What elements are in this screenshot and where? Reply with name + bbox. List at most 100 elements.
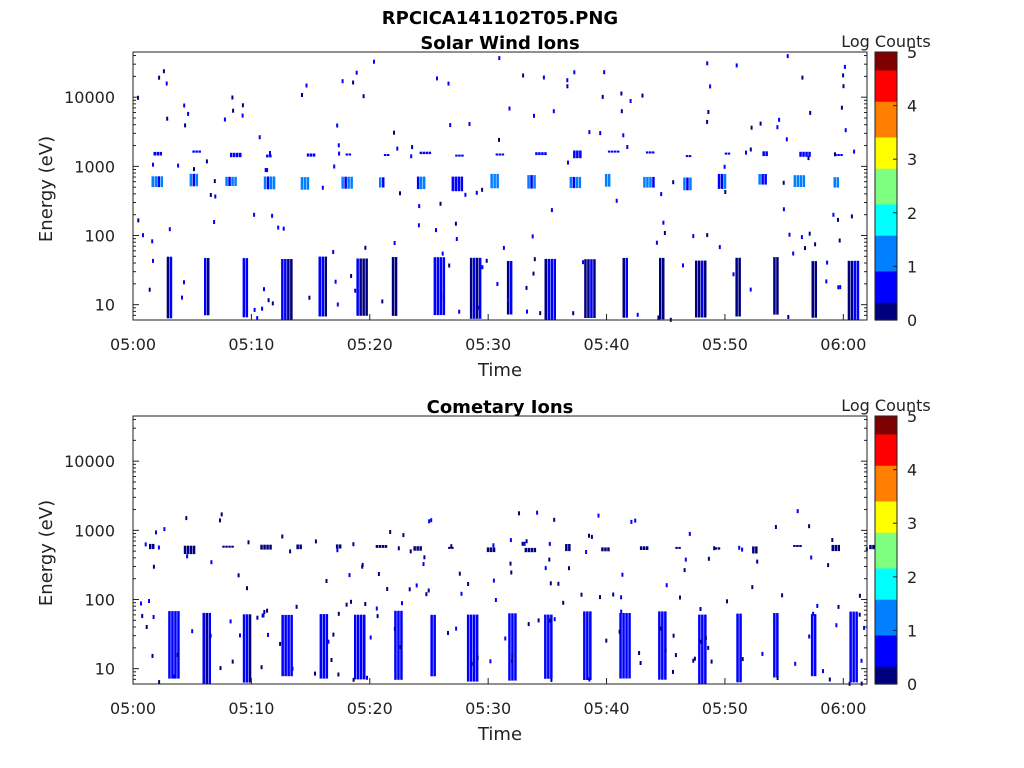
band-pixel: [762, 151, 765, 157]
colorbar-step: [875, 630, 897, 636]
x-tick-label: 05:00: [110, 699, 156, 718]
noise-pixel: [155, 530, 157, 535]
colorbar-step: [875, 416, 897, 422]
band-pixel: [855, 611, 858, 683]
noise-pixel: [860, 658, 863, 663]
band-pixel: [550, 614, 553, 679]
band-pixel: [509, 261, 513, 315]
band-pixel: [544, 258, 547, 320]
band-pixel: [225, 545, 228, 548]
band-pixel: [245, 258, 249, 318]
band-pixel: [269, 544, 272, 550]
band-pixel: [171, 611, 174, 679]
colorbar-step: [875, 141, 897, 147]
band-pixel: [850, 260, 854, 320]
noise-pixel: [267, 298, 270, 303]
colorbar-step: [875, 302, 897, 308]
noise-pixel: [152, 615, 155, 619]
x-tick-label: 05:10: [228, 699, 274, 718]
noise-pixel: [187, 111, 190, 116]
noise-pixel: [481, 265, 484, 270]
noise-pixel: [582, 260, 584, 265]
band-pixel: [698, 260, 701, 318]
band-pixel: [321, 256, 324, 317]
band-pixel: [269, 176, 273, 190]
colorbar-step: [875, 532, 897, 538]
band-pixel: [625, 257, 628, 318]
band-pixel: [793, 175, 797, 187]
colorbar-step: [875, 487, 897, 493]
band-pixel: [469, 257, 473, 319]
noise-pixel: [630, 519, 633, 524]
noise-pixel: [547, 290, 550, 295]
band-pixel: [430, 614, 433, 677]
noise-pixel: [844, 128, 847, 133]
noise-pixel: [427, 588, 430, 593]
noise-pixel: [355, 70, 358, 75]
band-pixel: [157, 176, 160, 188]
noise-pixel: [219, 518, 221, 523]
band-pixel: [153, 151, 156, 156]
noise-pixel: [751, 585, 754, 590]
panel-title: Solar Wind Ions: [420, 33, 579, 54]
noise-pixel: [626, 145, 629, 149]
plot-frame: [132, 51, 868, 321]
noise-pixel: [352, 80, 355, 85]
band-pixel: [836, 177, 839, 188]
noise-pixel: [827, 563, 830, 568]
noise-pixel: [336, 302, 339, 307]
colorbar-tick-label: 5: [907, 407, 917, 426]
band-pixel: [648, 151, 652, 154]
band-pixel: [309, 153, 313, 157]
band-pixel: [856, 260, 860, 320]
noise-pixel: [148, 599, 150, 603]
band-pixel: [589, 611, 592, 680]
band-pixel: [233, 152, 236, 158]
band-pixel: [717, 547, 721, 550]
noise-pixel: [782, 207, 785, 212]
noise-pixel: [573, 70, 576, 75]
noise-pixel: [301, 93, 303, 97]
colorbar-step: [875, 657, 897, 663]
noise-pixel: [707, 556, 710, 561]
noise-pixel: [620, 595, 623, 600]
noise-pixel: [411, 145, 414, 150]
band-pixel: [319, 614, 323, 679]
y-tick-label: 10000: [64, 88, 115, 107]
noise-pixel: [588, 130, 591, 135]
band-pixel: [683, 177, 686, 191]
colorbar-step: [875, 288, 897, 294]
band-pixel: [530, 175, 533, 189]
noise-pixel: [455, 237, 458, 241]
panel-title: Cometary Ions: [427, 397, 574, 418]
band-pixel: [338, 544, 342, 549]
noise-pixel: [664, 648, 667, 653]
band-pixel: [151, 176, 154, 188]
noise-pixel: [151, 239, 154, 244]
noise-pixel: [603, 70, 606, 75]
noise-pixel: [620, 609, 623, 614]
colorbar-step: [875, 248, 897, 254]
band-pixel: [436, 257, 440, 316]
band-pixel: [460, 176, 464, 192]
noise-pixel: [718, 245, 721, 250]
band-pixel: [492, 547, 496, 553]
noise-pixel: [688, 531, 691, 536]
band-pixel: [847, 260, 851, 320]
noise-pixel: [152, 162, 154, 167]
colorbar-step: [875, 159, 897, 165]
band-pixel: [242, 614, 246, 683]
band-pixel: [773, 613, 776, 678]
noise-pixel: [621, 572, 624, 577]
band-pixel: [495, 153, 499, 156]
band-pixel: [341, 176, 344, 189]
band-pixel: [689, 177, 692, 191]
noise-pixel: [261, 613, 264, 618]
x-tick-label: 05:50: [702, 699, 748, 718]
noise-pixel: [620, 91, 623, 96]
colorbar-step: [875, 567, 897, 573]
band-pixel: [322, 614, 326, 679]
noise-pixel: [808, 231, 811, 236]
axes: 05:00 05:10 05:20 05:30 05:40 05:50 06:00 10 100…: [64, 51, 868, 354]
colorbar-step: [875, 541, 897, 547]
